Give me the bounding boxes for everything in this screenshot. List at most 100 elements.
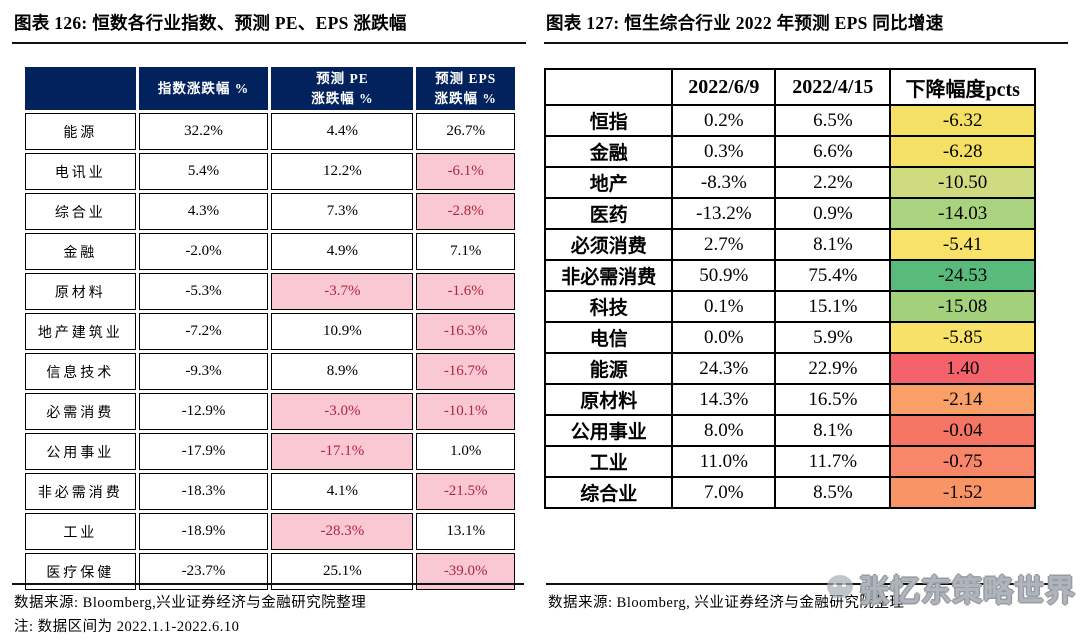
table-row: 医药 -13.2% 0.9% -14.03 — [543, 197, 1036, 230]
table-cell: 0.0% — [671, 321, 777, 354]
table-cell: -8.3% — [671, 166, 777, 199]
table-cell: 电信 — [543, 321, 674, 354]
table-cell: 7.1% — [416, 233, 515, 271]
table-cell: 6.5% — [774, 104, 892, 137]
table-row: 综合业 4.3% 7.3% -2.8% — [25, 193, 515, 231]
table-row: 恒指 0.2% 6.5% -6.32 — [543, 104, 1036, 137]
column-header: 指数涨跌幅 % — [138, 67, 269, 111]
table-row: 必须消费 2.7% 8.1% -5.41 — [543, 228, 1036, 261]
table-cell: 能源 — [25, 113, 136, 151]
table-row: 原材料 -5.3% -3.7% -1.6% — [25, 273, 515, 311]
table-cell: 8.1% — [774, 414, 892, 447]
table-cell: 公用事业 — [543, 414, 674, 447]
table-cell: 2.2% — [774, 166, 892, 199]
table-row: 能源 32.2% 4.4% 26.7% — [25, 113, 515, 151]
table-cell: 0.3% — [671, 135, 777, 168]
table-cell: 14.3% — [671, 383, 777, 416]
table-cell: -16.7% — [416, 353, 515, 391]
table-cell: 7.0% — [671, 476, 777, 509]
table-cell: 32.2% — [138, 113, 269, 151]
table-cell: 5.9% — [774, 321, 892, 354]
table-cell: -10.1% — [416, 393, 515, 431]
table-row: 科技 0.1% 15.1% -15.08 — [543, 290, 1036, 323]
table-cell: -5.41 — [889, 228, 1036, 261]
table-cell: -18.9% — [138, 513, 269, 551]
table-cell: 13.1% — [416, 513, 515, 551]
table-cell: 8.1% — [774, 228, 892, 261]
industry-index-pe-eps-table: 指数涨跌幅 % 预测 PE 涨跌幅 % 预测 EPS 涨跌幅 % 能源 32.2% 4.4… — [22, 64, 518, 593]
table-cell: 8.9% — [271, 353, 414, 391]
column-header: 2022/6/9 — [671, 68, 777, 106]
table-cell: 1.0% — [416, 433, 515, 471]
table-row: 非必需消费 50.9% 75.4% -24.53 — [543, 259, 1036, 292]
watermark: 张忆东策略世界 — [824, 566, 1076, 610]
table-cell: 7.3% — [271, 193, 414, 231]
table-cell: -10.50 — [889, 166, 1036, 199]
table-cell: 4.1% — [271, 473, 414, 511]
table-row: 非必需消费 -18.3% 4.1% -21.5% — [25, 473, 515, 511]
table-cell: 22.9% — [774, 352, 892, 385]
table-cell: -13.2% — [671, 197, 777, 230]
table-cell: -12.9% — [138, 393, 269, 431]
table-row: 地产 -8.3% 2.2% -10.50 — [543, 166, 1036, 199]
table-cell: 信息技术 — [25, 353, 136, 391]
column-header: 下降幅度pcts — [889, 68, 1036, 106]
table-cell: 综合业 — [543, 476, 674, 509]
table-cell: 必须消费 — [543, 228, 674, 261]
table-cell: 16.5% — [774, 383, 892, 416]
header-row: 2022/6/9 2022/4/15 下降幅度pcts — [543, 68, 1036, 106]
table-cell: 75.4% — [774, 259, 892, 292]
header-row: 指数涨跌幅 % 预测 PE 涨跌幅 % 预测 EPS 涨跌幅 % — [25, 67, 515, 111]
table-cell: 8.0% — [671, 414, 777, 447]
table-row: 能源 24.3% 22.9% 1.40 — [543, 352, 1036, 385]
table-cell: -18.3% — [138, 473, 269, 511]
table-row: 地产建筑业 -7.2% 10.9% -16.3% — [25, 313, 515, 351]
table-cell: 4.3% — [138, 193, 269, 231]
table-cell: 综合业 — [25, 193, 136, 231]
table-cell: -6.32 — [889, 104, 1036, 137]
figure-126-title: 图表 126: 恒数各行业指数、预测 PE、EPS 涨跌幅 — [12, 4, 526, 44]
table-row: 原材料 14.3% 16.5% -2.14 — [543, 383, 1036, 416]
table-cell: -0.75 — [889, 445, 1036, 478]
figure-126-footer: 数据来源: Bloomberg,兴业证券经济与金融研究院整理 注: 数据区间为 … — [12, 583, 524, 637]
table-cell: -28.3% — [271, 513, 414, 551]
table-cell: 金融 — [25, 233, 136, 271]
table-cell: 非必需消费 — [25, 473, 136, 511]
table-row: 电讯业 5.4% 12.2% -6.1% — [25, 153, 515, 191]
table-cell: 恒指 — [543, 104, 674, 137]
table-cell: -15.08 — [889, 290, 1036, 323]
column-header: 2022/4/15 — [774, 68, 892, 106]
data-source-left: 数据来源: Bloomberg,兴业证券经济与金融研究院整理 — [14, 595, 367, 611]
table-cell: -2.14 — [889, 383, 1036, 416]
table-cell: 公用事业 — [25, 433, 136, 471]
figure-127-footer: 数据来源: Bloomberg, 兴业证券经济与金融研究院整理 — [546, 583, 1066, 613]
table-cell: 地产 — [543, 166, 674, 199]
table-cell: 工业 — [543, 445, 674, 478]
table-row: 公用事业 -17.9% -17.1% 1.0% — [25, 433, 515, 471]
table-cell: -14.03 — [889, 197, 1036, 230]
table-cell: 10.9% — [271, 313, 414, 351]
table-cell: 0.2% — [671, 104, 777, 137]
table-cell: -2.0% — [138, 233, 269, 271]
figure-126-panel: 图表 126: 恒数各行业指数、预测 PE、EPS 涨跌幅 指数涨跌幅 % 预测 … — [12, 4, 526, 593]
table-cell: 11.0% — [671, 445, 777, 478]
table-cell: 非必需消费 — [543, 259, 674, 292]
table-cell: 15.1% — [774, 290, 892, 323]
table-cell: 2.7% — [671, 228, 777, 261]
table-row: 综合业 7.0% 8.5% -1.52 — [543, 476, 1036, 509]
table-cell: 4.4% — [271, 113, 414, 151]
column-header: 预测 EPS 涨跌幅 % — [416, 67, 515, 111]
column-header — [25, 67, 136, 111]
table-cell: 1.40 — [889, 352, 1036, 385]
table-cell: -7.2% — [138, 313, 269, 351]
table-cell: -6.1% — [416, 153, 515, 191]
table-cell: 金融 — [543, 135, 674, 168]
table-cell: 8.5% — [774, 476, 892, 509]
eps-growth-forecast-table: 2022/6/9 2022/4/15 下降幅度pcts 恒指 0.2% 6.5% -6.32… — [543, 68, 1036, 509]
table-row: 金融 -2.0% 4.9% 7.1% — [25, 233, 515, 271]
table-cell: -0.04 — [889, 414, 1036, 447]
table-cell: 4.9% — [271, 233, 414, 271]
table-cell: 12.2% — [271, 153, 414, 191]
table-cell: 11.7% — [774, 445, 892, 478]
table-cell: 50.9% — [671, 259, 777, 292]
